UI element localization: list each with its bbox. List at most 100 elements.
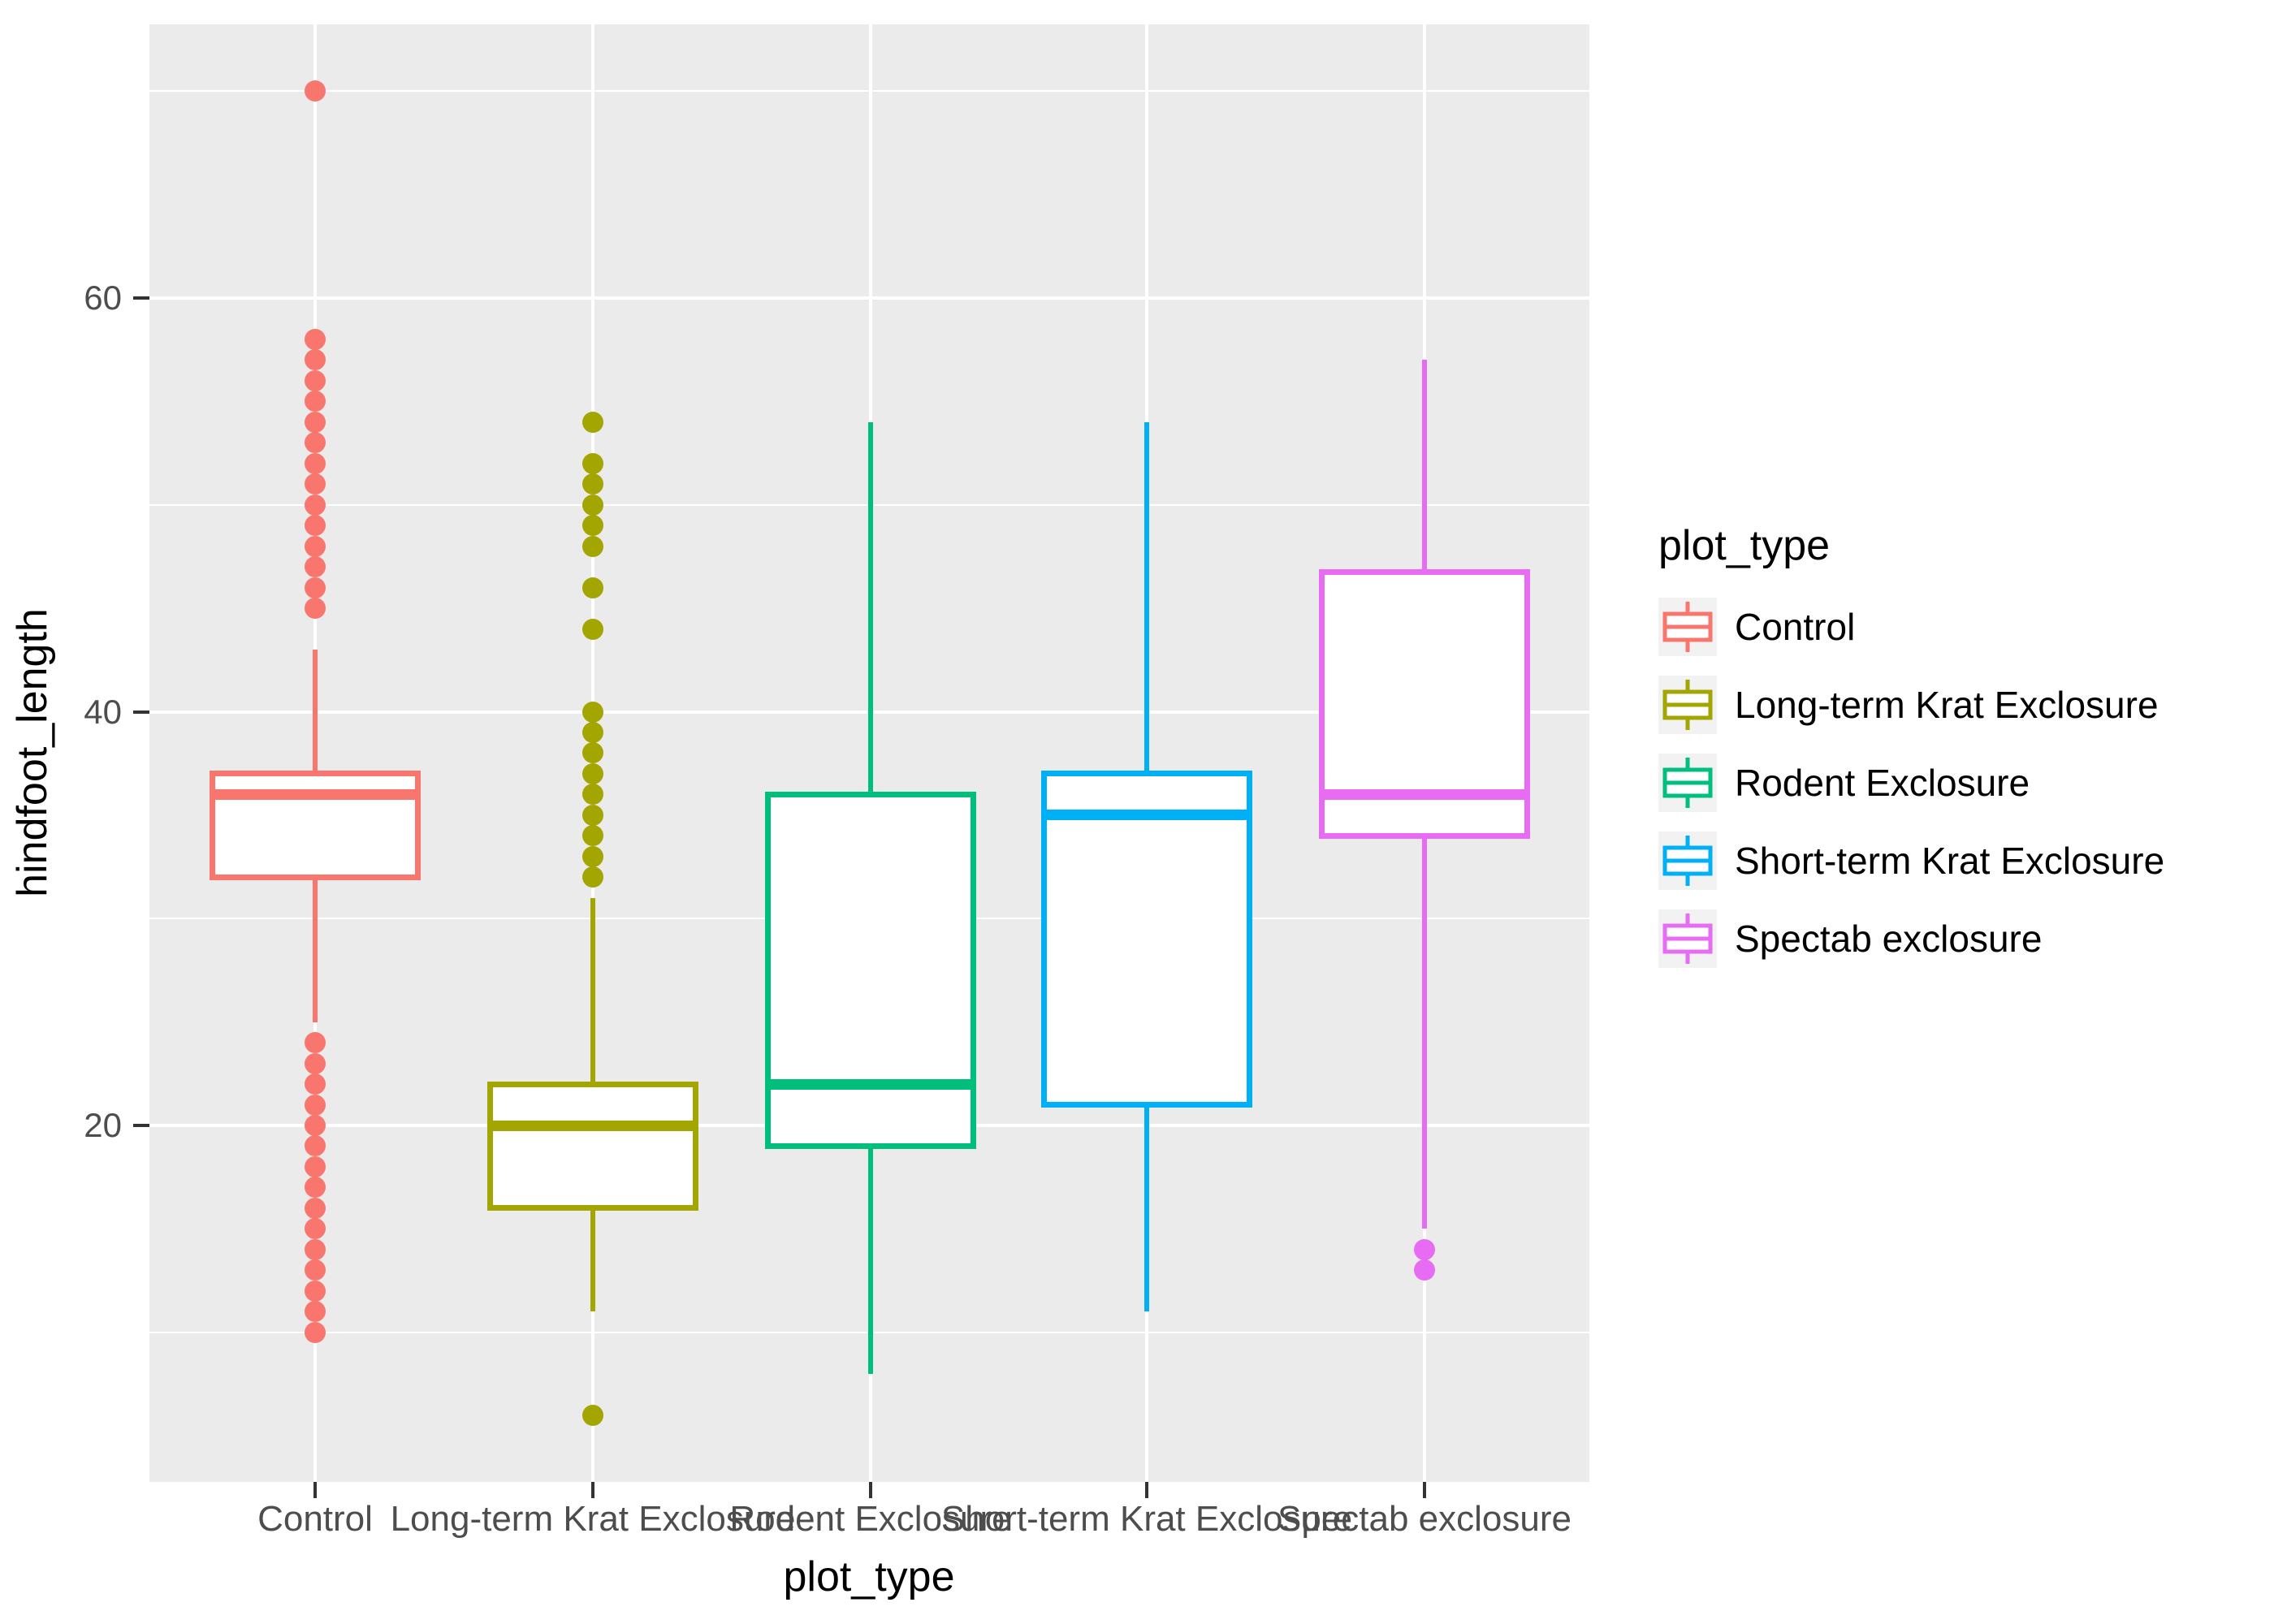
outlier-point <box>305 494 326 516</box>
legend-key-boxplot-icon <box>1658 831 1717 890</box>
outlier-point <box>305 80 326 102</box>
outlier-point <box>582 1404 603 1426</box>
legend-label: Long-term Krat Exclosure <box>1735 684 2159 726</box>
outlier-point <box>305 556 326 578</box>
iqr-box <box>1041 771 1252 1108</box>
lower-whisker <box>1422 836 1427 1229</box>
outlier-point <box>305 1197 326 1219</box>
outlier-point <box>305 1301 326 1323</box>
iqr-box <box>487 1081 698 1212</box>
legend-title: plot_type <box>1658 522 1831 569</box>
x-tick-mark <box>313 1482 317 1498</box>
median-line <box>1319 788 1530 800</box>
outlier-point <box>582 473 603 495</box>
legend-key-boxplot-icon <box>1658 676 1717 734</box>
plot-panel <box>149 24 1589 1482</box>
y-tick-label: 60 <box>84 279 122 317</box>
median-line <box>765 1078 976 1090</box>
x-tick-label: Spectab exclosure <box>1278 1499 1571 1539</box>
legend-entry: Control <box>1658 598 1855 656</box>
outlier-point <box>305 411 326 433</box>
median-line <box>487 1120 698 1131</box>
outlier-point <box>582 804 603 826</box>
lower-whisker <box>868 1146 873 1374</box>
outlier-point <box>305 1073 326 1095</box>
outlier-point <box>582 494 603 516</box>
outlier-point <box>582 845 603 867</box>
outlier-point <box>305 1094 326 1116</box>
x-axis-title: plot_type <box>783 1553 955 1600</box>
x-tick-label: Short-term Krat Exclosure <box>940 1499 1353 1539</box>
iqr-box <box>210 771 421 880</box>
legend-label: Spectab exclosure <box>1735 918 2043 960</box>
outlier-point <box>582 762 603 784</box>
outlier-point <box>305 535 326 557</box>
outlier-point <box>305 598 326 620</box>
outlier-point <box>305 1280 326 1302</box>
outlier-point <box>305 1177 326 1199</box>
y-tick-mark <box>133 710 149 714</box>
outlier-point <box>305 349 326 371</box>
legend-key-boxplot-icon <box>1658 754 1717 812</box>
x-tick-label: Rodent Exclosure <box>729 1499 1012 1539</box>
y-tick-mark <box>133 1124 149 1127</box>
outlier-point <box>305 1218 326 1240</box>
x-tick-mark <box>591 1482 594 1498</box>
x-tick-label: Control <box>257 1499 373 1539</box>
outlier-point <box>305 328 326 350</box>
outlier-point <box>582 577 603 598</box>
outlier-point <box>305 1155 326 1177</box>
legend-label: Short-term Krat Exclosure <box>1735 840 2165 882</box>
outlier-point <box>305 1259 326 1281</box>
upper-whisker <box>868 421 873 795</box>
outlier-point <box>582 866 603 888</box>
outlier-point <box>305 369 326 391</box>
outlier-point <box>305 1321 326 1343</box>
median-line <box>1041 810 1252 821</box>
outlier-point <box>582 515 603 537</box>
upper-whisker <box>313 650 318 774</box>
lower-whisker <box>590 1207 595 1312</box>
legend-entry: Short-term Krat Exclosure <box>1658 831 2164 890</box>
x-tick-label: Long-term Krat Exclosure <box>390 1499 796 1539</box>
outlier-point <box>582 452 603 474</box>
outlier-point <box>305 452 326 474</box>
outlier-point <box>305 1115 326 1136</box>
outlier-point <box>305 1032 326 1054</box>
outlier-point <box>305 1238 326 1260</box>
y-tick-label: 40 <box>84 692 122 731</box>
lower-whisker <box>1144 1104 1149 1312</box>
outlier-point <box>1414 1238 1435 1260</box>
outlier-point <box>305 515 326 537</box>
legend: plot_type Control Long-term Krat Exclosur… <box>1658 521 2164 987</box>
legend-key-boxplot-icon <box>1658 909 1717 968</box>
lower-whisker <box>313 877 318 1022</box>
outlier-point <box>305 577 326 598</box>
x-tick-mark <box>1423 1482 1426 1498</box>
outlier-point <box>582 742 603 764</box>
outlier-point <box>582 701 603 723</box>
outlier-point <box>582 535 603 557</box>
iqr-box <box>765 791 976 1149</box>
legend-entries: Control Long-term Krat Exclosure Rodent Ex… <box>1658 598 2164 968</box>
legend-entry: Spectab exclosure <box>1658 909 2042 968</box>
upper-whisker <box>590 897 595 1085</box>
legend-entry: Rodent Exclosure <box>1658 754 2030 812</box>
outlier-point <box>1414 1259 1435 1281</box>
y-tick-label: 20 <box>84 1106 122 1144</box>
median-line <box>210 788 421 800</box>
x-tick-mark <box>1145 1482 1148 1498</box>
outlier-point <box>582 825 603 847</box>
outlier-point <box>582 784 603 806</box>
legend-entry: Long-term Krat Exclosure <box>1658 676 2159 734</box>
outlier-point <box>305 1052 326 1074</box>
legend-label: Control <box>1735 606 1856 648</box>
outlier-point <box>582 721 603 743</box>
upper-whisker <box>1422 360 1427 572</box>
legend-label: Rodent Exclosure <box>1735 762 2030 804</box>
x-tick-mark <box>869 1482 872 1498</box>
outlier-point <box>305 473 326 495</box>
upper-whisker <box>1144 421 1149 774</box>
y-axis-title: hindfoot_length <box>9 608 56 897</box>
